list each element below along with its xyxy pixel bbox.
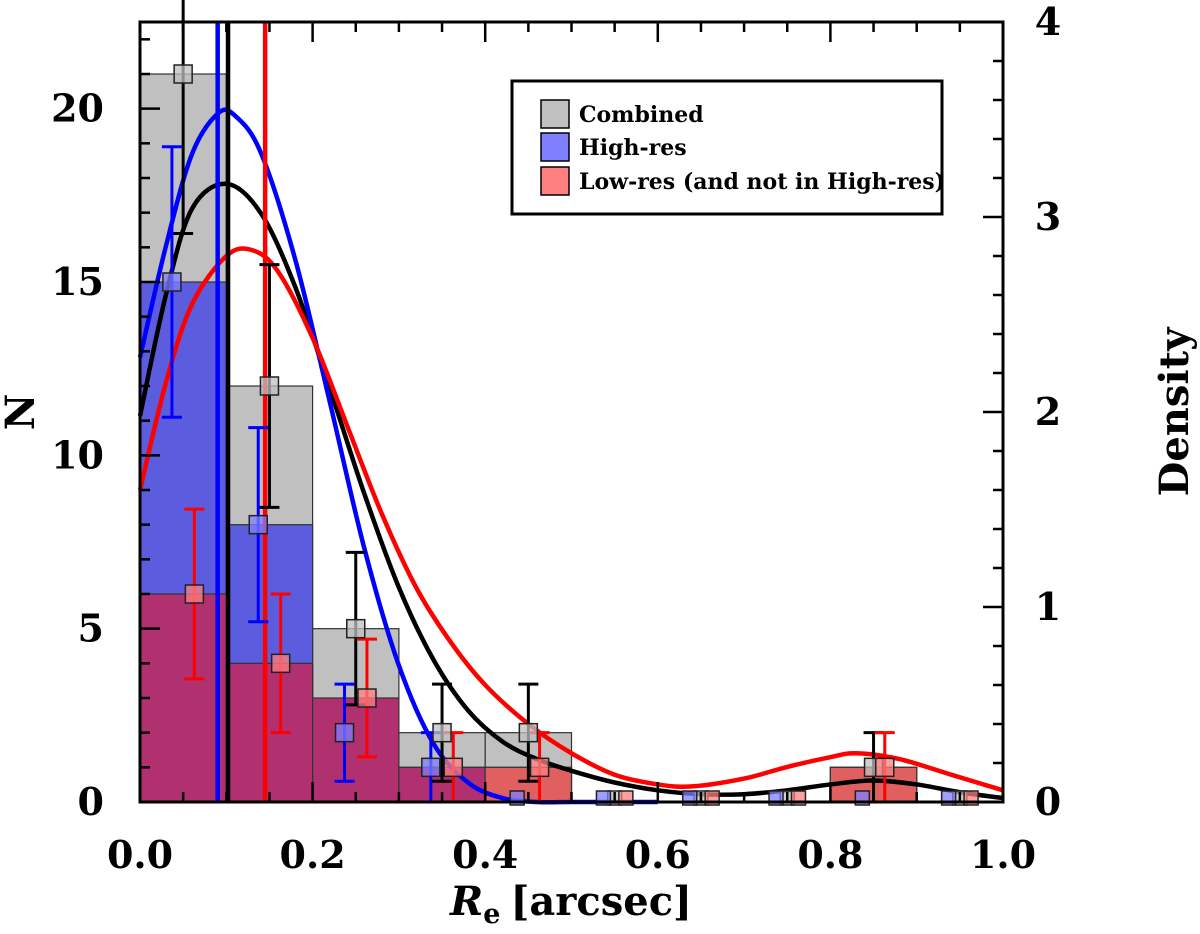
x-tick-label: 0.6 [625, 832, 691, 877]
bar-low-res-and-not-in-high-res-1 [225, 662, 314, 803]
marker-combined-2 [346, 618, 366, 639]
y2-tick-label: 4 [1035, 0, 1061, 44]
y2-axis-label: Density [1151, 326, 1198, 496]
marker-high-res-1 [248, 514, 268, 535]
legend-label-high-res: High-res [579, 135, 687, 161]
axis-ticks [138, 20, 1005, 804]
legend-swatch-low-res [540, 166, 570, 196]
marker-high-res-2 [334, 722, 355, 743]
legend-box [510, 79, 944, 216]
x-tick-label: 0.8 [797, 832, 863, 877]
y-tick-label: 10 [51, 432, 104, 477]
x-tick-label: 0.0 [107, 832, 173, 877]
bar-low-res-and-not-in-high-res-0 [139, 593, 227, 803]
y2-tick-label: 1 [1035, 584, 1061, 629]
marker-combined-3 [432, 722, 452, 743]
marker-combined-1 [259, 376, 280, 396]
y-tick-label: 0 [78, 779, 104, 824]
legend-label-low-res: Low-res (and not in High-res) [579, 169, 945, 195]
marker-low-res-and-not-in-high-res-8 [875, 757, 895, 778]
y-axis-label: N [0, 394, 44, 431]
x-tick-label: 0.4 [452, 832, 518, 877]
x-tick-labels: 0.0 0.2 0.4 0.6 0.8 1.0 [107, 832, 1036, 877]
legend-swatch-combined [540, 99, 570, 129]
y2-tick-labels: 0 1 2 3 4 [1035, 0, 1061, 824]
legend-label-combined: Combined [579, 102, 704, 128]
y-tick-label: 15 [51, 259, 104, 304]
y2-tick-label: 0 [1035, 779, 1061, 824]
marker-low-res-and-not-in-high-res-1 [270, 653, 291, 674]
bar-low-res-and-not-in-high-res-2 [312, 697, 400, 803]
marker-high-res-3 [421, 757, 441, 778]
marker-combined-0 [173, 64, 193, 84]
median-lines [215, 22, 268, 802]
marker-high-res-0 [162, 272, 182, 292]
y-tick-label: 20 [51, 86, 104, 131]
marker-combined-4 [518, 722, 539, 743]
x-tick-label: 1.0 [970, 832, 1036, 877]
x-axis-label: Re [arcsec] [449, 878, 692, 930]
marker-low-res-and-not-in-high-res-0 [184, 584, 205, 604]
x-tick-label: 0.2 [280, 832, 346, 877]
y-tick-labels: 0 5 10 15 20 [51, 86, 104, 824]
y2-tick-label: 2 [1035, 389, 1061, 434]
legend-swatch-high-res [540, 132, 570, 162]
marker-low-res-and-not-in-high-res-3 [443, 757, 464, 778]
y2-tick-label: 3 [1035, 194, 1061, 239]
density-curve-low-res-and-not-in-high-res [137, 246, 1004, 793]
marker-low-res-and-not-in-high-res-2 [357, 688, 377, 708]
marker-low-res-and-not-in-high-res-4 [529, 757, 550, 778]
legend: Combined High-res Low-res (and not in Hi… [510, 79, 945, 216]
y-tick-label: 5 [78, 606, 104, 651]
